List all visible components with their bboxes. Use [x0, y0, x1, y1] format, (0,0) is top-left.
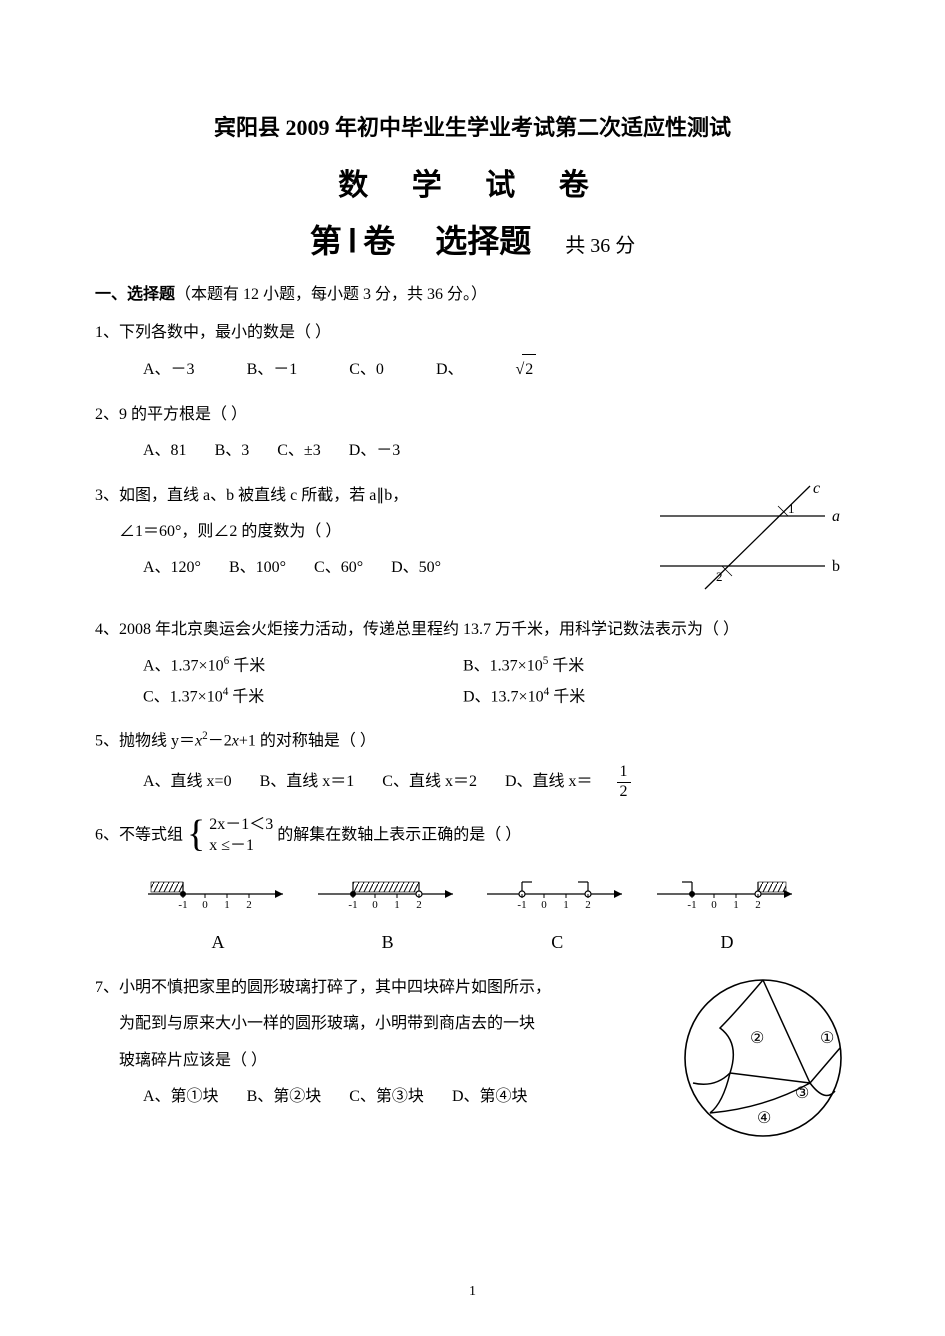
svg-text:1: 1 [733, 899, 739, 909]
q2-opt-d: D、－3 [349, 436, 401, 466]
svg-text:0: 0 [202, 899, 208, 909]
q6-options: -1 0 1 2 A -1 0 [95, 864, 850, 959]
question-7: ① ② ③ ④ 7、小明不慎把家里的圆形玻璃打碎了，其中四块碎片如图所示， 为配… [95, 973, 850, 1143]
svg-text:④: ④ [757, 1110, 771, 1127]
question-5: 5、抛物线 y＝x2－2x+1 的对称轴是（ ） A、直线 x=0 B、直线 x… [95, 726, 850, 801]
svg-text:2: 2 [586, 899, 592, 909]
section-header: 第Ⅰ卷 选择题 共 36 分 [95, 216, 850, 262]
q7-figure: ① ② ③ ④ [675, 973, 850, 1143]
q7-opt-a: A、第①块 [143, 1082, 219, 1112]
q6-numberline-b: -1 0 1 2 [313, 864, 463, 909]
svg-text:a: a [832, 508, 840, 525]
section-part1: 第Ⅰ卷 [310, 223, 401, 259]
group-label: 一、选择题 [95, 286, 175, 303]
group-desc: （本题有 12 小题，每小题 3 分，共 36 分。） [175, 286, 487, 303]
svg-text:0: 0 [711, 899, 717, 909]
q6-numberline-d: -1 0 1 2 [652, 864, 802, 909]
q6-text: 6、不等式组 { 2x－1＜3x ≤－1 的解集在数轴上表示正确的是（ ） [95, 815, 850, 857]
q1-text: 1、下列各数中，最小的数是（ ） [95, 318, 850, 348]
question-6: 6、不等式组 { 2x－1＜3x ≤－1 的解集在数轴上表示正确的是（ ） -1… [95, 815, 850, 959]
section-part3: 共 36 分 [565, 235, 635, 257]
q4-opt-d: D、13.7×104 千米 [463, 682, 783, 713]
svg-text:1: 1 [564, 899, 570, 909]
q3-opt-a: A、120° [143, 553, 201, 583]
q6-letter-b: B [313, 925, 463, 959]
q6-opt-a: -1 0 1 2 A [143, 864, 293, 959]
q6-numberline-a: -1 0 1 2 [143, 864, 293, 909]
q5-text: 5、抛物线 y＝x2－2x+1 的对称轴是（ ） [95, 726, 850, 757]
q6-letter-d: D [652, 925, 802, 959]
q7-opt-d: D、第④块 [452, 1082, 528, 1112]
svg-text:c: c [813, 481, 820, 497]
q5-opt-c: C、直线 x＝2 [382, 767, 477, 797]
q2-opt-a: A、81 [143, 436, 187, 466]
svg-text:2: 2 [716, 569, 723, 584]
svg-text:2: 2 [416, 899, 422, 909]
q1-opt-c: C、0 [349, 355, 384, 385]
q5-opt-d: D、直线 x＝12 [505, 763, 679, 801]
question-2: 2、9 的平方根是（ ） A、81 B、3 C、±3 D、－3 [95, 400, 850, 467]
svg-text:-1: -1 [518, 899, 527, 909]
svg-text:②: ② [750, 1030, 764, 1047]
q3-opt-d: D、50° [391, 553, 441, 583]
exam-title: 宾阳县 2009 年初中毕业生学业考试第二次适应性测试 [95, 110, 850, 142]
exam-subtitle: 数 学 试 卷 [95, 160, 850, 204]
q1-opt-a: A、－3 [143, 355, 195, 385]
svg-text:③: ③ [795, 1085, 809, 1102]
q4-opt-c: C、1.37×104 千米 [143, 682, 463, 713]
q7-opt-b: B、第②块 [247, 1082, 322, 1112]
q6-opt-d: -1 0 1 2 D [652, 864, 802, 959]
q1-options: A、－3 B、－1 C、0 D、2 [95, 354, 850, 385]
page-number: 1 [0, 1284, 945, 1300]
q3-figure: c a b 1 2 [650, 481, 850, 601]
q4-options: A、1.37×106 千米 B、1.37×105 千米 C、1.37×104 千… [95, 651, 850, 712]
svg-text:b: b [832, 558, 840, 575]
svg-text:-1: -1 [687, 899, 696, 909]
svg-text:1: 1 [394, 899, 400, 909]
q2-text: 2、9 的平方根是（ ） [95, 400, 850, 430]
svg-text:1: 1 [788, 501, 795, 516]
q2-opt-c: C、±3 [277, 436, 320, 466]
q4-text: 4、2008 年北京奥运会火炬接力活动，传递总里程约 13.7 万千米，用科学记… [95, 615, 850, 645]
svg-text:0: 0 [542, 899, 548, 909]
q1-opt-d: D、2 [436, 354, 632, 385]
q5-opt-a: A、直线 x=0 [143, 767, 232, 797]
q4-opt-a: A、1.37×106 千米 [143, 651, 463, 682]
q6-letter-c: C [482, 925, 632, 959]
svg-text:①: ① [820, 1030, 834, 1047]
q3-opt-c: C、60° [314, 553, 363, 583]
svg-text:2: 2 [246, 899, 252, 909]
q1-opt-b: B、－1 [247, 355, 298, 385]
question-1: 1、下列各数中，最小的数是（ ） A、－3 B、－1 C、0 D、2 [95, 318, 850, 386]
svg-text:-1: -1 [348, 899, 357, 909]
q2-opt-b: B、3 [215, 436, 250, 466]
svg-text:-1: -1 [178, 899, 187, 909]
question-3: c a b 1 2 3、如图，直线 a、b 被直线 c 所截，若 a∥b， ∠1… [95, 481, 850, 601]
q4-opt-b: B、1.37×105 千米 [463, 651, 783, 682]
group-title: 一、选择题（本题有 12 小题，每小题 3 分，共 36 分。） [95, 280, 850, 304]
q2-options: A、81 B、3 C、±3 D、－3 [95, 436, 850, 466]
svg-text:2: 2 [755, 899, 761, 909]
q3-opt-b: B、100° [229, 553, 286, 583]
q6-letter-a: A [143, 925, 293, 959]
q7-opt-c: C、第③块 [349, 1082, 424, 1112]
q6-numberline-c: -1 0 1 2 [482, 864, 632, 909]
q5-opt-b: B、直线 x＝1 [260, 767, 355, 797]
q6-opt-b: -1 0 1 2 B [313, 864, 463, 959]
q6-opt-c: -1 0 1 2 C [482, 864, 632, 959]
question-4: 4、2008 年北京奥运会火炬接力活动，传递总里程约 13.7 万千米，用科学记… [95, 615, 850, 713]
section-part2: 选择题 [435, 223, 531, 259]
q5-options: A、直线 x=0 B、直线 x＝1 C、直线 x＝2 D、直线 x＝12 [95, 763, 850, 801]
svg-text:1: 1 [224, 899, 230, 909]
svg-text:0: 0 [372, 899, 378, 909]
